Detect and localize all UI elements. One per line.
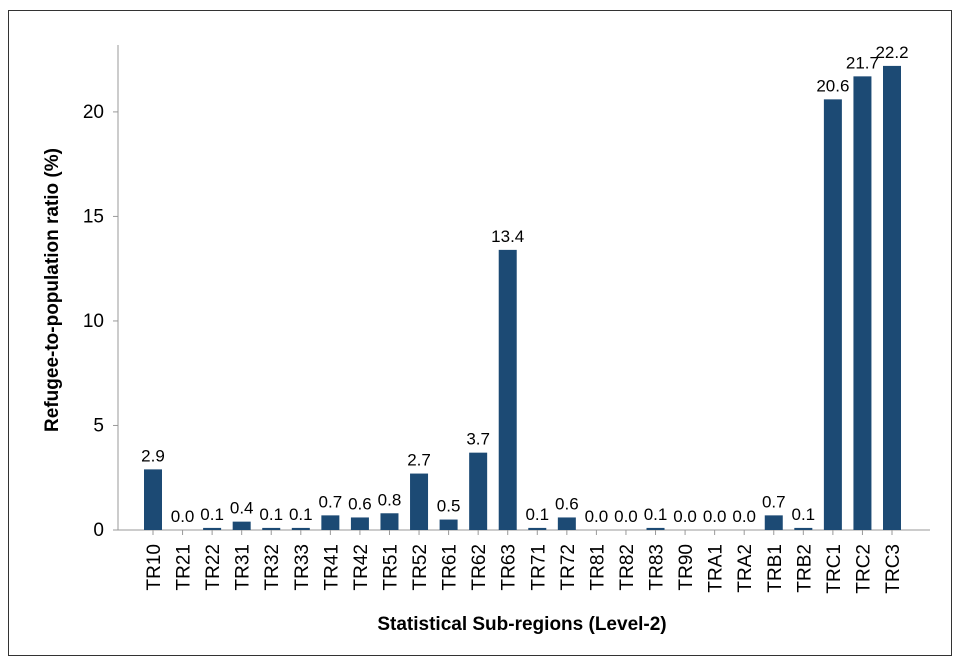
value-label: 0.5 <box>437 497 461 516</box>
value-label: 3.7 <box>466 430 490 449</box>
x-tick-label: TR71 <box>528 544 549 590</box>
x-tick-label: TRB1 <box>765 544 786 593</box>
x-tick-label: TRC2 <box>853 544 874 594</box>
bar <box>232 521 251 530</box>
x-tick-label: TR32 <box>262 544 283 590</box>
y-tick-label: 10 <box>83 311 104 332</box>
value-label: 13.4 <box>491 227 524 246</box>
bar <box>764 515 783 530</box>
bar <box>350 517 369 530</box>
bar <box>557 517 576 530</box>
bar <box>144 469 162 530</box>
bar <box>469 452 488 530</box>
bar <box>262 527 281 530</box>
x-tick-label: TR21 <box>174 544 195 590</box>
value-label: 2.7 <box>407 451 431 470</box>
x-tick-label: TR51 <box>380 544 401 590</box>
x-axis-label: Statistical Sub-regions (Level-2) <box>377 614 666 635</box>
x-tick-label: TR82 <box>617 544 638 590</box>
frame <box>8 10 952 656</box>
y-axis-label: Refugee-to-population ratio (%) <box>42 148 63 432</box>
x-tick-label: TR52 <box>410 544 431 590</box>
value-label: 0.4 <box>230 499 254 518</box>
value-label: 0.7 <box>762 492 786 511</box>
bar <box>528 527 547 530</box>
value-label: 21.7 <box>846 53 879 72</box>
value-label: 0.0 <box>171 507 195 526</box>
value-label: 0.1 <box>644 505 668 524</box>
x-tick-label: TRA2 <box>735 544 756 593</box>
value-label: 0.1 <box>289 505 313 524</box>
value-label: 0.0 <box>585 507 609 526</box>
x-tick-label: TR10 <box>144 544 165 590</box>
y-tick-label: 5 <box>93 415 104 436</box>
value-label: 0.1 <box>791 505 815 524</box>
value-label: 0.6 <box>348 494 372 513</box>
value-label: 20.6 <box>816 76 849 95</box>
bar <box>439 519 458 530</box>
x-tick-label: TRC3 <box>883 544 904 594</box>
value-label: 0.8 <box>378 490 402 509</box>
x-tick-label: TR41 <box>321 544 342 590</box>
x-tick-label: TR22 <box>203 544 224 590</box>
x-tick-label: TR90 <box>676 544 697 590</box>
x-tick-label: TRA1 <box>706 544 727 593</box>
value-label: 2.9 <box>141 446 165 465</box>
x-tick-label: TR61 <box>440 544 461 590</box>
x-tick-label: TR83 <box>647 544 668 590</box>
value-label: 0.6 <box>555 494 579 513</box>
x-tick-label: TR63 <box>499 544 520 590</box>
value-label: 0.0 <box>614 507 638 526</box>
value-label: 22.2 <box>875 43 908 62</box>
x-tick-label: TR33 <box>292 544 313 590</box>
value-label: 0.1 <box>259 505 283 524</box>
value-label: 0.0 <box>732 507 756 526</box>
x-tick-label: TR72 <box>558 544 579 590</box>
bar <box>321 515 340 530</box>
value-label: 0.0 <box>673 507 697 526</box>
bar <box>883 65 901 530</box>
bar <box>794 527 813 530</box>
y-tick-label: 0 <box>93 520 104 541</box>
y-tick-label: 15 <box>83 206 104 227</box>
bar <box>646 527 665 530</box>
bar <box>410 473 429 530</box>
x-tick-label: TR81 <box>587 544 608 590</box>
bar <box>823 99 842 530</box>
bar <box>203 527 222 530</box>
x-tick-label: TRC1 <box>824 544 845 594</box>
x-tick-label: TR31 <box>233 544 254 590</box>
x-tick-label: TRB2 <box>794 544 815 593</box>
value-label: 0.1 <box>200 505 224 524</box>
x-tick-label: TR42 <box>351 544 372 590</box>
bar <box>498 249 517 530</box>
value-label: 0.0 <box>703 507 727 526</box>
y-tick-label: 20 <box>83 102 104 123</box>
x-tick-label: TR62 <box>469 544 490 590</box>
bar <box>853 76 872 530</box>
value-label: 0.1 <box>525 505 549 524</box>
bar <box>380 513 399 530</box>
bar <box>291 527 310 530</box>
value-label: 0.7 <box>319 492 343 511</box>
